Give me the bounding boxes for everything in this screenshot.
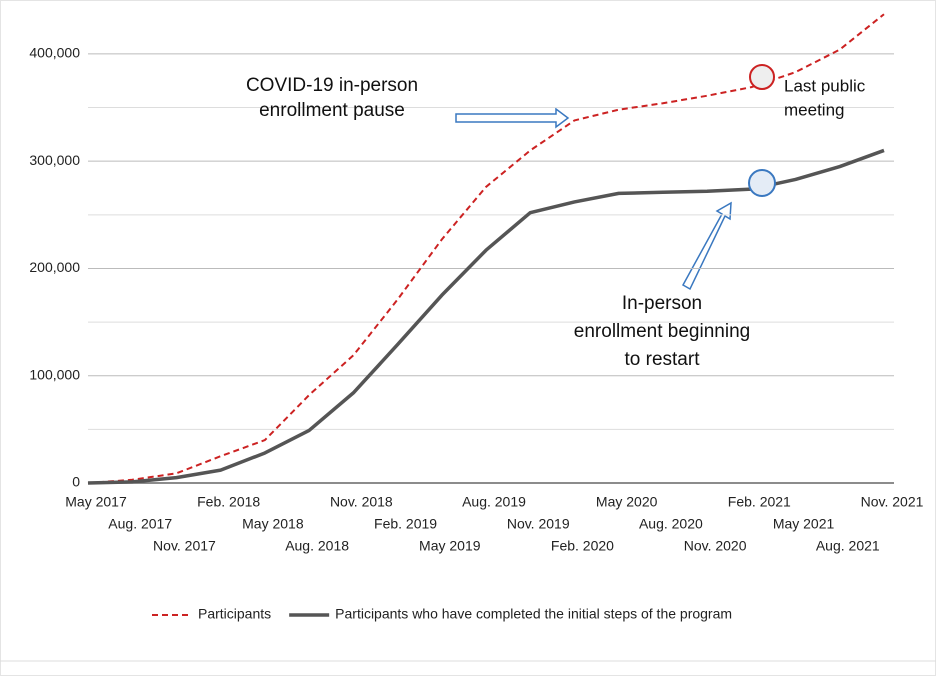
x-tick-label: Feb. 2021 xyxy=(728,494,791,510)
x-tick-label: May 2020 xyxy=(596,494,658,510)
plot: 0 100,000 200,000 300,000 400,000 May 2017 Aug… xyxy=(29,13,924,554)
annotation: meeting xyxy=(784,100,844,119)
annotation: Last public xyxy=(784,76,866,95)
x-tick-label: Nov. 2019 xyxy=(507,516,570,532)
legend-label: Participants xyxy=(198,606,271,622)
x-tick-label: Aug. 2021 xyxy=(816,538,880,554)
annotation: to restart xyxy=(625,349,701,370)
arrow xyxy=(455,107,570,129)
y-tick-label: 0 xyxy=(72,474,80,490)
y-tick-label: 300,000 xyxy=(29,152,80,168)
x-tick-label: Nov. 2018 xyxy=(330,494,393,510)
marker xyxy=(748,169,776,197)
annotation: In-person xyxy=(622,293,702,314)
x-tick-label: May 2018 xyxy=(242,516,304,532)
x-tick-label: Feb. 2020 xyxy=(551,538,614,554)
annotation: enrollment beginning xyxy=(574,321,750,342)
arrow xyxy=(681,201,732,291)
x-tick-label: Aug. 2017 xyxy=(108,516,172,532)
x-tick-label: Feb. 2019 xyxy=(374,516,437,532)
y-tick-label: 100,000 xyxy=(29,366,80,382)
annotation: enrollment pause xyxy=(259,100,405,121)
x-tick-label: Nov. 2021 xyxy=(861,494,924,510)
series-line xyxy=(87,13,885,484)
x-tick-label: May 2017 xyxy=(65,494,127,510)
x-tick-label: Aug. 2018 xyxy=(285,538,349,554)
x-tick-label: Aug. 2020 xyxy=(639,516,703,532)
marker xyxy=(749,64,775,90)
x-tick-label: Aug. 2019 xyxy=(462,494,526,510)
annotation: COVID-19 in-person xyxy=(246,75,418,96)
x-tick-label: Nov. 2020 xyxy=(684,538,747,554)
x-tick-label: May 2021 xyxy=(773,516,835,532)
series-line xyxy=(87,148,885,485)
x-tick-label: May 2019 xyxy=(419,538,481,554)
legend-label: Participants who have completed the init… xyxy=(335,606,732,622)
y-tick-label: 400,000 xyxy=(29,45,80,61)
x-tick-label: Nov. 2017 xyxy=(153,538,216,554)
y-tick-label: 200,000 xyxy=(29,259,80,275)
x-tick-label: Feb. 2018 xyxy=(197,494,260,510)
